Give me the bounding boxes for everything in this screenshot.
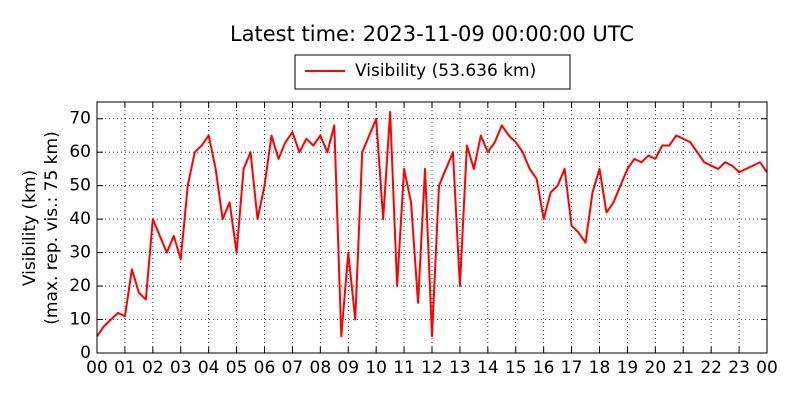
x-tick-label: 19 [617,358,639,378]
y-tick-label: 20 [69,276,91,296]
y-tick-label: 50 [69,176,91,196]
x-tick-label: 05 [226,358,248,378]
x-tick-label: 02 [142,358,164,378]
x-tick-label: 23 [728,358,750,378]
x-tick-label: 03 [170,358,192,378]
x-tick-label: 22 [700,358,722,378]
x-tick-label: 08 [310,358,332,378]
x-tick-label: 15 [505,358,527,378]
x-tick-label: 18 [589,358,611,378]
x-tick-label: 07 [282,358,304,378]
chart-title: Latest time: 2023-11-09 00:00:00 UTC [230,22,634,46]
x-tick-label: 13 [449,358,471,378]
x-tick-label: 17 [561,358,583,378]
x-tick-label: 04 [198,358,220,378]
y-tick-label: 60 [69,142,91,162]
y-tick-label: 0 [80,343,91,363]
x-tick-label: 14 [477,358,499,378]
x-tick-label: 00 [86,358,108,378]
y-tick-label: 30 [69,243,91,263]
x-tick-label: 20 [645,358,667,378]
data-line [96,111,768,338]
y-tick-label: 70 [69,109,91,129]
x-tick-label: 06 [254,358,276,378]
x-tick-label: 11 [393,358,415,378]
x-tick-label: 01 [114,358,136,378]
y-tick-label: 40 [69,209,91,229]
x-tick-label: 10 [365,358,387,378]
x-tick-label: 09 [337,358,359,378]
x-tick-label: 16 [533,358,555,378]
x-tick-label: 12 [421,358,443,378]
y-axis-label: (max. rep. vis.: 75 km) [42,131,62,324]
legend-label: Visibility (53.636 km) [355,61,536,81]
x-tick-label: 21 [672,358,694,378]
y-tick-label: 10 [69,310,91,330]
x-tick-label: 00 [756,358,778,378]
plot-frame [96,101,768,354]
y-axis-label: Visibility (km) [20,170,40,286]
